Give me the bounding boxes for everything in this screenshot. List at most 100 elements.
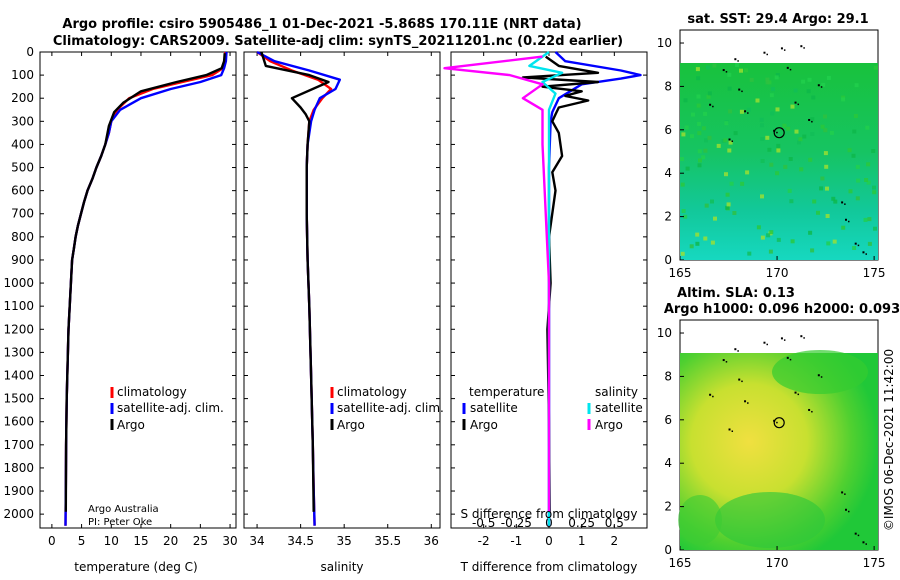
- sst-pixel: [735, 63, 740, 67]
- sst-pixel: [768, 249, 773, 254]
- sst-pixel: [871, 149, 876, 153]
- map-y-tick-label: 8: [664, 369, 672, 383]
- map-x-tick-label: 170: [766, 556, 789, 570]
- island: [783, 49, 786, 51]
- sst-pixel: [755, 98, 760, 103]
- sst-pixel: [769, 230, 774, 235]
- y-tick-label: 1200: [3, 322, 34, 336]
- sst-pixel: [769, 162, 774, 167]
- sst-pixel: [852, 129, 857, 134]
- sst-pixel: [863, 217, 868, 222]
- sst-pixel: [852, 246, 857, 250]
- x-tick-label: 20: [163, 534, 178, 548]
- island: [862, 541, 865, 544]
- sst-pixel: [799, 167, 804, 172]
- island: [709, 393, 712, 396]
- map-y-tick-label: 2: [664, 500, 672, 514]
- t-difference-x-label: T difference from climatology: [460, 560, 638, 574]
- sst-pixel: [724, 121, 729, 126]
- island: [731, 140, 734, 142]
- sst-pixel: [710, 199, 714, 204]
- sst-pixel: [797, 140, 801, 145]
- x-tick-label: 30: [222, 534, 237, 548]
- series-line-argo: [260, 51, 330, 512]
- sla-green-patch: [678, 495, 722, 545]
- island: [865, 543, 867, 545]
- sst-pixel: [825, 186, 829, 191]
- sst-pixel: [873, 226, 877, 231]
- sst-pixel: [856, 178, 861, 183]
- sst-pixel: [696, 94, 701, 99]
- sst-pixel: [704, 203, 709, 208]
- sst-pixel: [697, 121, 702, 126]
- island: [776, 421, 778, 424]
- y-tick-label: 300: [11, 114, 34, 128]
- map-y-tick-label: 4: [664, 456, 672, 470]
- island: [728, 138, 731, 141]
- island: [854, 242, 857, 245]
- sst-pixel: [728, 140, 733, 145]
- island: [848, 220, 850, 223]
- sst-pixel: [783, 164, 788, 169]
- sst-pixel: [746, 107, 751, 112]
- sst-pixel: [739, 109, 744, 114]
- island: [797, 393, 800, 396]
- sst-pixel: [756, 225, 761, 230]
- island: [865, 253, 867, 255]
- island: [734, 348, 737, 351]
- y-tick-label: 900: [11, 253, 34, 267]
- x-tick-label: 35.5: [374, 534, 401, 548]
- sst-pixel: [705, 65, 710, 70]
- sst-pixel: [765, 135, 770, 140]
- island: [737, 60, 739, 62]
- difference-legend: temperature salinity satellite Argo sate…: [462, 385, 643, 432]
- sst-pixel: [695, 241, 700, 246]
- sst-pixel: [740, 181, 745, 186]
- island: [737, 350, 739, 352]
- y-tick-label: 1400: [3, 368, 34, 382]
- sst-pixel: [855, 164, 860, 169]
- t-tick-label: 2: [611, 534, 619, 548]
- island: [763, 341, 766, 344]
- island: [857, 244, 860, 247]
- island: [734, 58, 737, 61]
- y-tick-label: 100: [11, 68, 34, 82]
- sla-map-subtitle: Argo h1000: 0.096 h2000: 0.093: [664, 302, 900, 317]
- sst-pixel: [732, 211, 737, 215]
- sst-pixel: [745, 170, 750, 175]
- sst-pixel: [832, 239, 837, 244]
- island: [797, 103, 800, 106]
- sst-pixel: [807, 77, 812, 82]
- sst-pixel: [775, 73, 780, 77]
- legend-argo-t-label: Argo: [470, 418, 498, 432]
- x-tick-label: 25: [193, 534, 208, 548]
- island: [789, 68, 792, 71]
- salinity-legend: climatology satellite-adj. clim. Argo: [330, 385, 444, 432]
- sst-pixel: [788, 157, 793, 161]
- title-line-1: Argo profile: csiro 5905486_1 01-Dec-202…: [62, 17, 581, 32]
- sst-pixel: [776, 237, 781, 242]
- sst-pixel: [808, 157, 813, 162]
- y-tick-label: 1900: [3, 484, 34, 498]
- sst-pixel: [703, 236, 708, 241]
- sst-pixel: [816, 210, 820, 215]
- sla-map-panel: Altim. SLA: 0.13 Argo h1000: 0.096 h2000…: [657, 286, 900, 570]
- sst-pixel: [789, 199, 794, 204]
- sst-pixel: [759, 117, 764, 122]
- sst-pixel: [853, 114, 858, 118]
- sst-pixel: [760, 235, 765, 240]
- y-tick-label: 2000: [3, 507, 34, 521]
- island: [766, 53, 768, 56]
- legend-satellite-label: satellite-adj. clim.: [117, 401, 224, 415]
- sst-pixel: [794, 129, 799, 134]
- sst-map-title: sat. SST: 29.4 Argo: 29.1: [687, 12, 868, 27]
- sst-map-panel: sat. SST: 29.4 Argo: 29.1 165 170 175 0 2 4 6 8…: [657, 12, 886, 280]
- island: [744, 110, 747, 113]
- x-tick-label: 36: [424, 534, 439, 548]
- sst-pixel: [847, 148, 852, 153]
- island: [817, 84, 820, 87]
- y-tick-label: 600: [11, 184, 34, 198]
- y-tick-label: 1600: [3, 415, 34, 429]
- sst-pixel: [713, 216, 717, 221]
